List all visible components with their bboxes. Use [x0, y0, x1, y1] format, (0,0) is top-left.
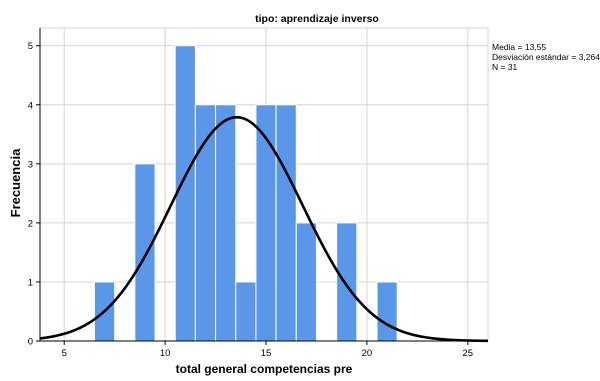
y-tick-label: 2 — [28, 218, 33, 229]
y-axis-label: Frecuencia — [8, 148, 23, 217]
stat-n: N = 31 — [492, 62, 518, 72]
histogram-bar — [235, 281, 257, 342]
x-tick-labels: 5 10 15 20 25 — [62, 348, 474, 359]
histogram-bars — [93, 45, 398, 342]
x-tick-label: 20 — [362, 348, 373, 359]
histogram-bar — [295, 222, 317, 342]
chart-title: tipo: aprendizaje inverso — [255, 13, 379, 25]
y-tick-label: 5 — [28, 41, 33, 52]
y-tick-labels: 0 1 2 3 4 5 — [28, 41, 33, 347]
histogram-bar — [215, 104, 237, 342]
y-tick-label: 3 — [28, 159, 33, 170]
normal-curve-layer — [39, 115, 489, 343]
x-tick-label: 15 — [261, 348, 272, 359]
stat-sd: Desviación estándar = 3,264 — [492, 52, 600, 62]
histogram-bar — [275, 104, 297, 342]
stats-box: Media = 13,55 Desviación estándar = 3,26… — [492, 42, 600, 72]
normal-curve — [39, 115, 489, 343]
histogram-bar — [336, 222, 358, 342]
axes — [36, 28, 488, 345]
histogram-bar — [174, 45, 196, 342]
y-tick-label: 4 — [28, 100, 33, 111]
y-tick-label: 0 — [28, 337, 33, 348]
histogram-bar — [376, 281, 398, 342]
y-tick-label: 1 — [28, 277, 33, 288]
stat-mean: Media = 13,55 — [492, 42, 546, 52]
histogram-bar — [134, 163, 156, 342]
x-tick-label: 10 — [160, 348, 171, 359]
x-tick-label: 5 — [62, 348, 67, 359]
x-axis-label: total general competencias pre — [176, 362, 353, 376]
x-tick-label: 25 — [463, 348, 474, 359]
